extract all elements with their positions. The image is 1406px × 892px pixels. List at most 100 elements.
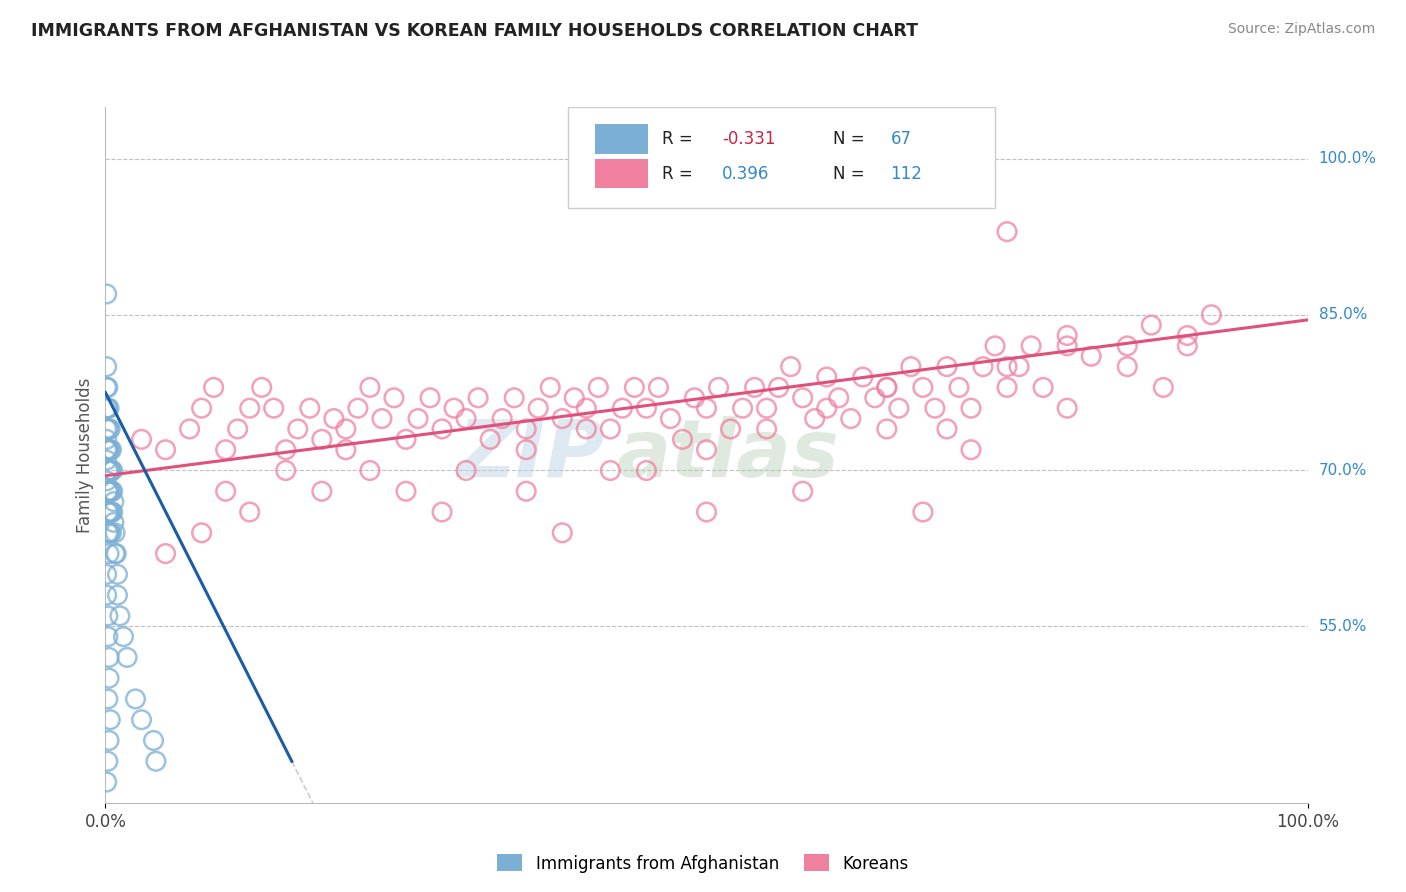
Point	[96, 422, 118, 436]
Point	[98, 442, 121, 457]
Y-axis label: Family Households: Family Households	[76, 377, 94, 533]
Point	[430, 422, 453, 436]
Point	[599, 422, 621, 436]
Point	[214, 484, 236, 499]
Point	[876, 422, 898, 436]
Text: IMMIGRANTS FROM AFGHANISTAN VS KOREAN FAMILY HOUSEHOLDS CORRELATION CHART: IMMIGRANTS FROM AFGHANISTAN VS KOREAN FA…	[31, 22, 918, 40]
Point	[190, 525, 212, 540]
Point	[112, 630, 135, 644]
Point	[108, 608, 131, 623]
Point	[98, 505, 121, 519]
Point	[406, 411, 429, 425]
Point	[98, 713, 121, 727]
Point	[636, 463, 658, 477]
Point	[876, 380, 898, 394]
Point	[322, 411, 344, 425]
Point	[96, 380, 118, 394]
Point	[97, 380, 120, 394]
Point	[142, 733, 165, 747]
Point	[551, 525, 574, 540]
Point	[948, 380, 970, 394]
Point	[101, 505, 124, 519]
Point	[1201, 308, 1223, 322]
Point	[100, 484, 122, 499]
Point	[97, 608, 120, 623]
Point	[98, 505, 121, 519]
Point	[98, 671, 121, 685]
Point	[98, 484, 121, 499]
Point	[131, 433, 153, 447]
Point	[839, 411, 862, 425]
Point	[98, 650, 121, 665]
Point	[97, 630, 120, 644]
Point	[96, 359, 118, 374]
Point	[100, 442, 122, 457]
Point	[863, 391, 886, 405]
Point	[960, 401, 983, 416]
Text: 67: 67	[890, 130, 911, 148]
Text: N =: N =	[832, 165, 865, 183]
Point	[250, 380, 273, 394]
Point	[96, 453, 118, 467]
Point	[101, 484, 124, 499]
Point	[359, 463, 381, 477]
Point	[311, 433, 333, 447]
Point	[876, 380, 898, 394]
Text: Source: ZipAtlas.com: Source: ZipAtlas.com	[1227, 22, 1375, 37]
Bar	[595, 124, 648, 153]
Point	[98, 547, 121, 561]
Point	[1008, 359, 1031, 374]
Point	[731, 401, 754, 416]
Point	[491, 411, 513, 425]
Point	[671, 433, 693, 447]
Point	[145, 754, 167, 768]
Point	[96, 775, 118, 789]
Point	[98, 401, 121, 416]
Bar	[595, 159, 648, 188]
Point	[696, 442, 718, 457]
Point	[98, 463, 121, 477]
Point	[98, 733, 121, 747]
Point	[298, 401, 321, 416]
Point	[911, 380, 934, 394]
Text: 112: 112	[890, 165, 922, 183]
Text: ZIP: ZIP	[457, 416, 605, 494]
Point	[454, 411, 477, 425]
Point	[226, 422, 249, 436]
Point	[287, 422, 309, 436]
Point	[696, 505, 718, 519]
Point	[1056, 328, 1078, 343]
Point	[98, 422, 121, 436]
Point	[887, 401, 910, 416]
Point	[104, 547, 127, 561]
Point	[515, 484, 537, 499]
Point	[96, 287, 118, 301]
Point	[202, 380, 225, 394]
Point	[98, 463, 121, 477]
Point	[995, 225, 1018, 239]
Point	[1080, 349, 1102, 363]
Point	[155, 547, 177, 561]
Point	[124, 692, 146, 706]
Point	[924, 401, 946, 416]
Point	[599, 463, 621, 477]
Point	[97, 422, 120, 436]
Point	[382, 391, 405, 405]
Point	[104, 525, 127, 540]
Point	[995, 380, 1018, 394]
Text: R =: R =	[662, 165, 693, 183]
Point	[347, 401, 370, 416]
Point	[98, 484, 121, 499]
Point	[97, 442, 120, 457]
Point	[101, 463, 124, 477]
Point	[707, 380, 730, 394]
Point	[359, 380, 381, 394]
Point	[190, 401, 212, 416]
Text: 70.0%: 70.0%	[1319, 463, 1367, 478]
Point	[335, 422, 357, 436]
Point	[659, 411, 682, 425]
Point	[395, 484, 418, 499]
Point	[430, 505, 453, 519]
Point	[1019, 339, 1042, 353]
Point	[1140, 318, 1163, 332]
